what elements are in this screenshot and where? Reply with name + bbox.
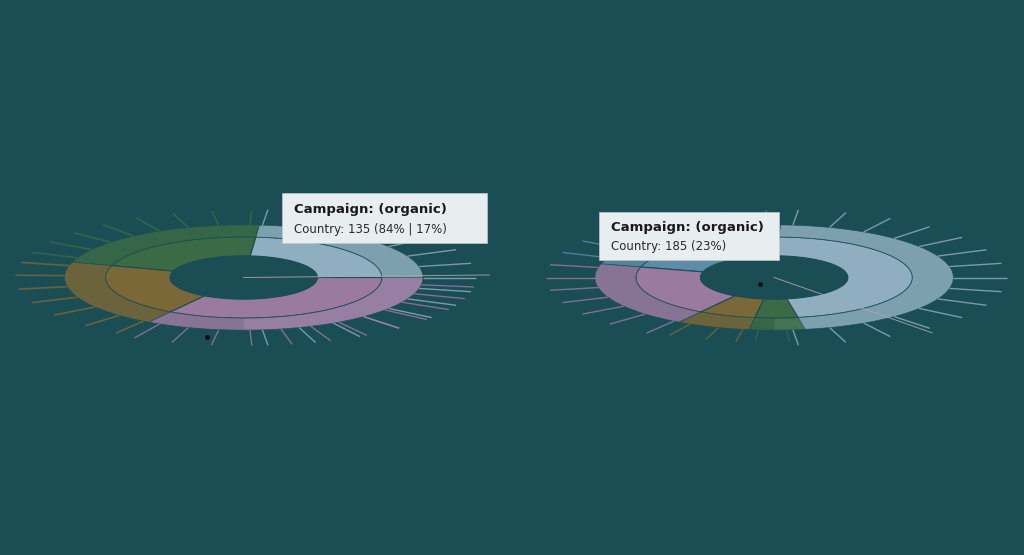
PathPatch shape (244, 225, 423, 330)
PathPatch shape (700, 296, 764, 317)
Text: Country: 185 (23%): Country: 185 (23%) (611, 240, 727, 254)
PathPatch shape (112, 237, 256, 271)
Ellipse shape (700, 256, 848, 299)
FancyBboxPatch shape (599, 212, 779, 260)
PathPatch shape (774, 237, 912, 318)
PathPatch shape (595, 264, 700, 322)
PathPatch shape (774, 225, 953, 330)
PathPatch shape (170, 278, 382, 318)
Text: Country: 135 (84% | 17%): Country: 135 (84% | 17%) (294, 223, 446, 236)
PathPatch shape (244, 237, 382, 318)
PathPatch shape (105, 266, 205, 312)
Text: Campaign: (organic): Campaign: (organic) (611, 221, 764, 234)
PathPatch shape (148, 278, 423, 330)
PathPatch shape (636, 267, 735, 312)
PathPatch shape (679, 312, 755, 330)
Text: Campaign: (organic): Campaign: (organic) (294, 203, 446, 216)
PathPatch shape (755, 299, 798, 318)
PathPatch shape (641, 237, 779, 272)
PathPatch shape (750, 317, 805, 330)
PathPatch shape (601, 225, 780, 267)
FancyBboxPatch shape (282, 193, 487, 243)
PathPatch shape (65, 262, 170, 322)
Ellipse shape (170, 256, 317, 299)
PathPatch shape (73, 225, 259, 266)
